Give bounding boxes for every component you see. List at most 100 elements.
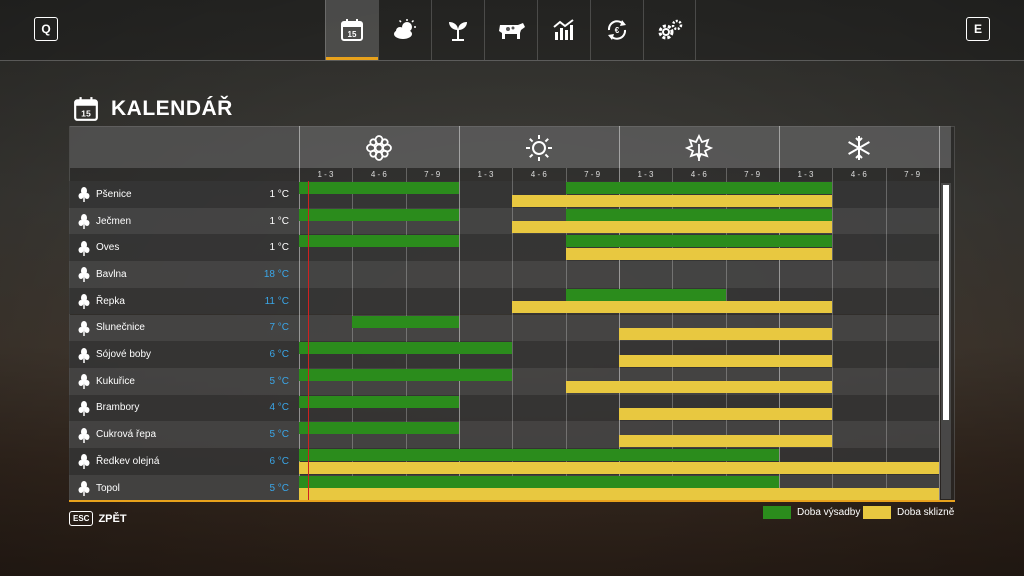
tab-calendar[interactable]: 15 bbox=[325, 0, 378, 60]
scrollbar-thumb[interactable] bbox=[943, 185, 949, 420]
tab-finances[interactable]: € bbox=[590, 0, 643, 60]
settings-icon bbox=[658, 19, 682, 40]
page-title: 15 KALENDÁŘ bbox=[73, 96, 233, 122]
crop-row-label[interactable]: Brambory 4 °C bbox=[69, 395, 299, 422]
month-label: 4 - 6 bbox=[530, 170, 547, 179]
legend-sow-swatch bbox=[763, 506, 791, 519]
poplar-icon bbox=[75, 479, 93, 497]
sowing-period-bar bbox=[299, 235, 459, 248]
crop-min-temperature: 18 °C bbox=[263, 268, 289, 280]
month-label: 7 - 9 bbox=[904, 170, 921, 179]
tab-settings[interactable] bbox=[643, 0, 696, 60]
season-divider bbox=[458, 126, 460, 500]
table-row bbox=[69, 261, 939, 288]
cycle-icon: € bbox=[607, 20, 627, 40]
sunflower-icon bbox=[75, 319, 93, 337]
legend-harvest-swatch bbox=[863, 506, 891, 519]
crop-row-label[interactable]: Topol 5 °C bbox=[69, 475, 299, 502]
harvest-period-bar bbox=[299, 461, 939, 474]
season-header bbox=[299, 126, 951, 168]
esc-key: ESC bbox=[69, 511, 94, 526]
crop-name: Oves bbox=[96, 242, 120, 254]
tab-animals[interactable] bbox=[484, 0, 537, 60]
month-label: 1 - 3 bbox=[477, 170, 494, 179]
sowing-period-bar bbox=[352, 315, 459, 328]
sugarbeet-icon bbox=[75, 426, 93, 444]
crop-min-temperature: 1 °C bbox=[269, 215, 289, 227]
crop-row-label[interactable]: Bavlna 18 °C bbox=[69, 261, 299, 288]
month-divider bbox=[405, 168, 407, 500]
sowing-period-bar bbox=[299, 342, 513, 355]
crop-min-temperature: 7 °C bbox=[269, 322, 289, 334]
crop-row-label[interactable]: Cukrová řepa 5 °C bbox=[69, 421, 299, 448]
crop-row-label[interactable]: Ředkev olejná 6 °C bbox=[69, 448, 299, 475]
next-page-key[interactable]: E bbox=[966, 17, 990, 41]
crop-row-label[interactable]: Sójové boby 6 °C bbox=[69, 341, 299, 368]
crop-name: Ječmen bbox=[96, 215, 132, 227]
crop-min-temperature: 11 °C bbox=[264, 295, 289, 307]
legend-harvest-label: Doba sklizně bbox=[897, 507, 955, 518]
crop-row-label[interactable]: Kukuřice 5 °C bbox=[69, 368, 299, 395]
season-divider bbox=[938, 126, 940, 500]
harvest-period-bar bbox=[618, 434, 833, 447]
month-label: 7 - 9 bbox=[424, 170, 441, 179]
crop-name: Řepka bbox=[96, 295, 125, 307]
sowing-period-bar bbox=[565, 182, 833, 194]
crop-name: Bavlna bbox=[96, 268, 127, 280]
crop-min-temperature: 6 °C bbox=[269, 455, 289, 467]
crop-row-label[interactable]: Slunečnice 7 °C bbox=[69, 315, 299, 342]
crop-name: Ředkev olejná bbox=[96, 455, 160, 467]
current-date-marker bbox=[308, 181, 309, 501]
season-header-blank bbox=[70, 126, 299, 168]
legend-sowing: Doba výsadby bbox=[763, 506, 860, 519]
harvest-period-bar bbox=[565, 247, 833, 260]
wheat-icon bbox=[75, 185, 93, 203]
weather-icon bbox=[394, 19, 416, 39]
back-button[interactable]: ESC ZPĚT bbox=[69, 511, 127, 526]
potato-icon bbox=[75, 399, 93, 417]
harvest-period-bar bbox=[512, 194, 833, 207]
crop-name: Cukrová řepa bbox=[96, 429, 157, 441]
tab-bar: 15 bbox=[325, 0, 696, 60]
crop-name: Pšenice bbox=[96, 188, 132, 200]
month-label: 7 - 9 bbox=[584, 170, 601, 179]
cotton-icon bbox=[75, 265, 93, 283]
tab-statistics[interactable] bbox=[537, 0, 590, 60]
summer-sun-icon bbox=[526, 135, 552, 161]
month-divider bbox=[885, 168, 887, 500]
crop-row-label[interactable]: Oves 1 °C bbox=[69, 234, 299, 261]
crop-min-temperature: 6 °C bbox=[269, 349, 289, 361]
crop-min-temperature: 1 °C bbox=[269, 242, 289, 254]
season-divider bbox=[299, 126, 300, 500]
crop-min-temperature: 4 °C bbox=[269, 402, 289, 414]
cow-icon bbox=[499, 23, 525, 39]
month-label: 4 - 6 bbox=[370, 170, 387, 179]
crop-row-label[interactable]: Řepka 11 °C bbox=[69, 288, 299, 315]
harvest-period-bar bbox=[565, 381, 833, 394]
sowing-period-bar bbox=[299, 368, 513, 381]
svg-text:15: 15 bbox=[81, 109, 91, 119]
svg-text:€: € bbox=[615, 26, 620, 35]
crop-min-temperature: 5 °C bbox=[269, 375, 289, 387]
calendar-icon: 15 bbox=[74, 97, 98, 121]
crop-name: Sójové boby bbox=[96, 349, 152, 361]
month-label: 1 - 3 bbox=[637, 170, 654, 179]
crop-name: Brambory bbox=[96, 402, 140, 414]
tab-weather[interactable] bbox=[378, 0, 431, 60]
plant-icon bbox=[449, 22, 467, 41]
month-divider bbox=[832, 168, 834, 500]
svg-text:15: 15 bbox=[348, 30, 357, 39]
month-label: 4 - 6 bbox=[690, 170, 707, 179]
month-divider bbox=[512, 168, 514, 500]
crop-row-label[interactable]: Pšenice 1 °C bbox=[69, 181, 299, 208]
prev-page-key[interactable]: Q bbox=[34, 17, 58, 41]
crop-min-temperature: 5 °C bbox=[269, 429, 289, 441]
harvest-period-bar bbox=[618, 354, 833, 367]
sowing-period-bar bbox=[299, 208, 459, 221]
oat-icon bbox=[75, 239, 93, 257]
crop-name: Kukuřice bbox=[96, 375, 135, 387]
table-bottom-accent bbox=[69, 500, 955, 502]
sowing-period-bar bbox=[299, 182, 459, 194]
tab-crops[interactable] bbox=[431, 0, 484, 60]
crop-row-label[interactable]: Ječmen 1 °C bbox=[69, 208, 299, 235]
